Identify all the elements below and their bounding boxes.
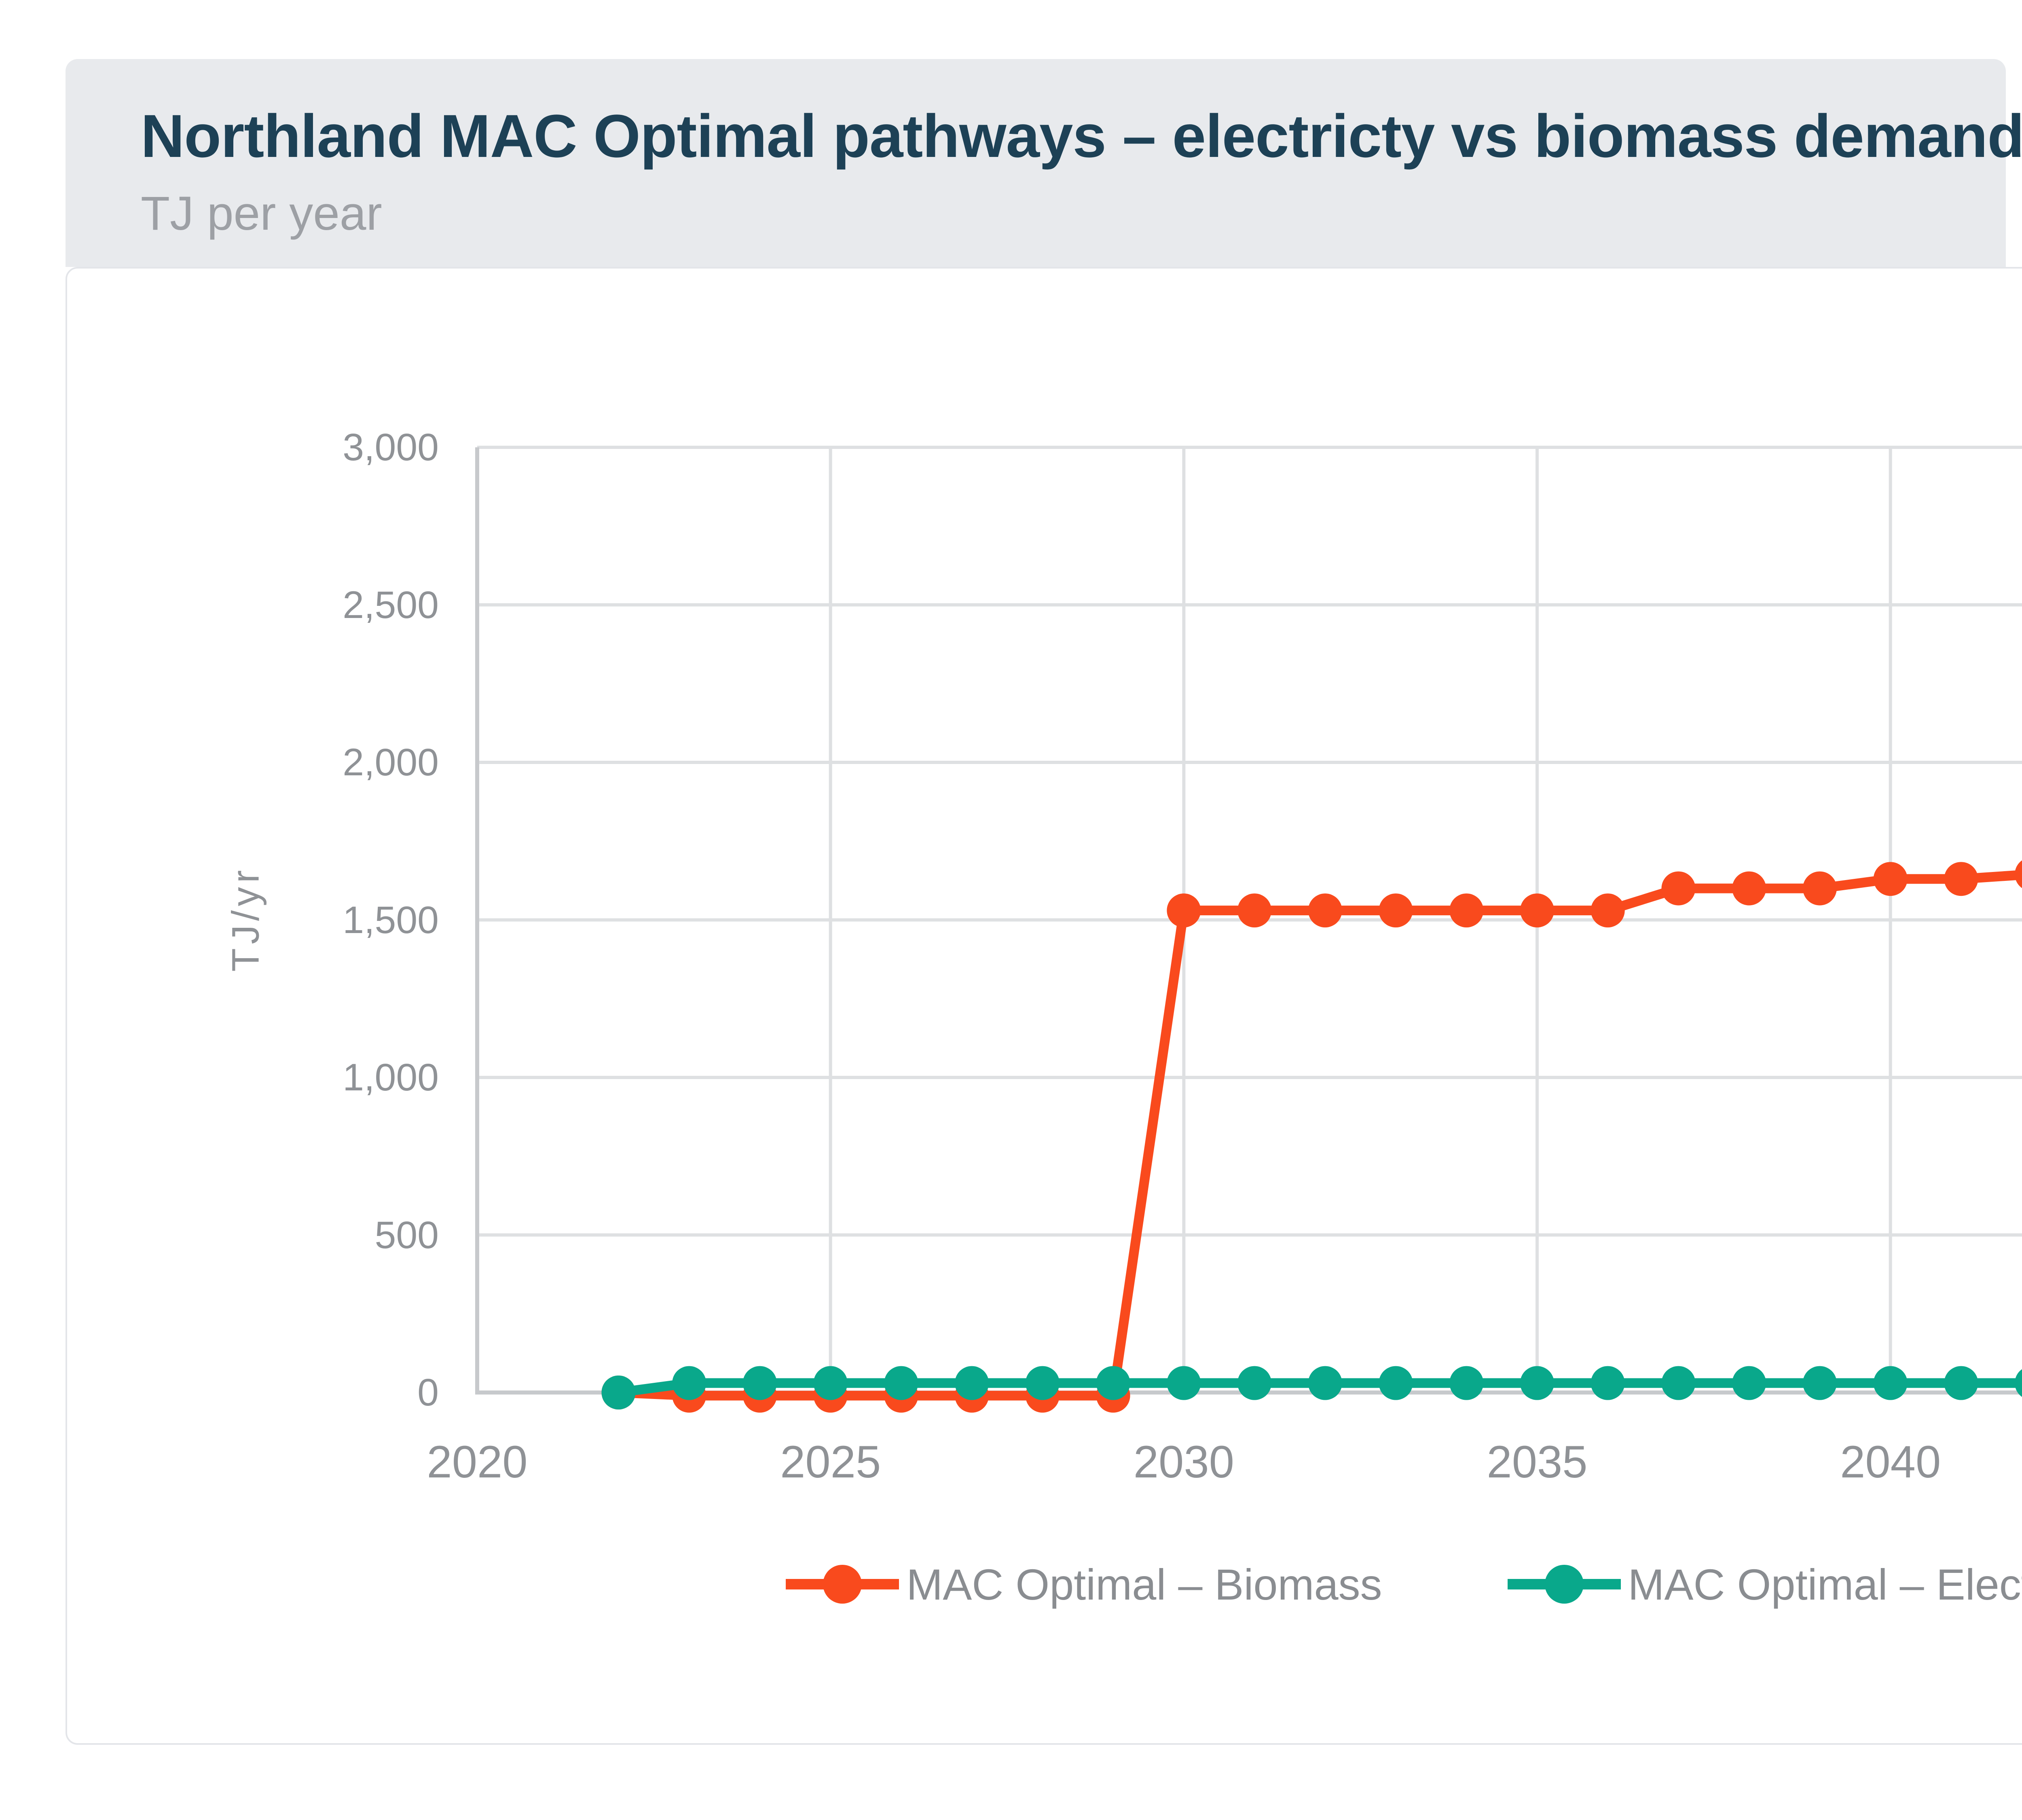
x-tick-label: 2020 [427, 1437, 528, 1487]
x-tick-label: 2025 [780, 1437, 881, 1487]
y-tick-label: 2,000 [343, 741, 439, 784]
chart-header-band [66, 59, 2006, 267]
y-tick-label: 2,500 [343, 583, 439, 626]
y-tick-label: 500 [374, 1213, 439, 1257]
y-tick-label: 3,000 [343, 426, 439, 469]
legend-swatch-icon [1507, 1565, 1621, 1604]
chart-subtitle: TJ per year [141, 187, 382, 240]
legend-swatch-icon [786, 1565, 899, 1604]
x-tick-label: 2030 [1133, 1437, 1234, 1487]
legend-label: MAC Optimal – Electricity [1628, 1560, 2022, 1609]
chart-card [66, 267, 2022, 1745]
y-tick-label: 1,000 [343, 1056, 439, 1099]
legend-label: MAC Optimal – Biomass [906, 1560, 1382, 1609]
y-tick-label: 1,500 [343, 898, 439, 942]
chart-legend: MAC Optimal – Biomass MAC Optimal – Elect… [66, 1558, 2022, 1610]
y-axis-title: TJ/yr [224, 866, 267, 972]
legend-item-biomass: MAC Optimal – Biomass [786, 1558, 1382, 1610]
x-tick-label: 2040 [1840, 1437, 1941, 1487]
x-tick-label: 2035 [1487, 1437, 1588, 1487]
y-tick-label: 0 [417, 1371, 439, 1414]
legend-item-electricity: MAC Optimal – Electricity [1507, 1558, 2022, 1610]
chart-title: Northland MAC Optimal pathways – electri… [141, 102, 2022, 170]
